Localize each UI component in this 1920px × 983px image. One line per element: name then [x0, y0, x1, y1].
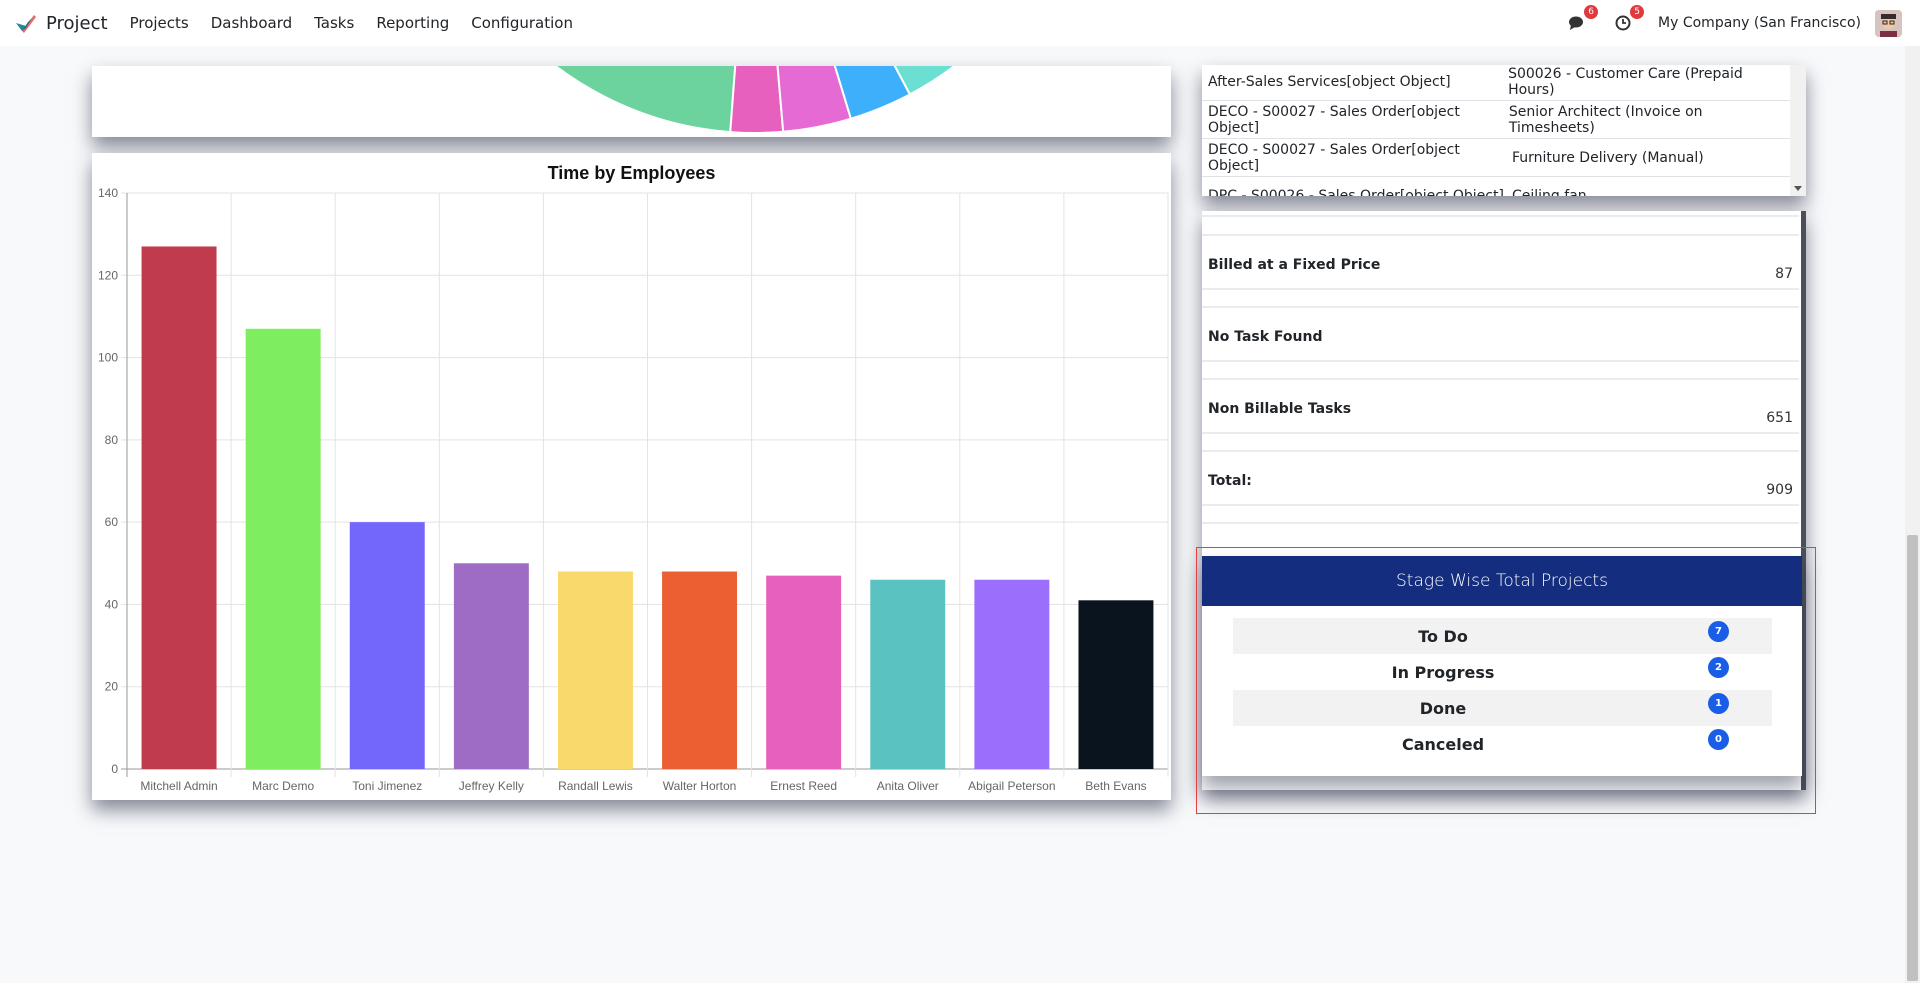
x-tick-label: Randall Lewis	[558, 779, 633, 793]
bar-chart: 0 20 40 60 80 100 120 140 Mitchell Admin Marc Dem…	[98, 186, 1169, 793]
bar[interactable]	[245, 328, 321, 769]
summary-label: No Task Found	[1208, 329, 1323, 345]
top-navbar: Project Projects Dashboard Tasks Reporti…	[0, 0, 1920, 46]
stage-row[interactable]: Canceled 0	[1233, 726, 1772, 762]
table-row[interactable]: DECO - S00027 - Sales Order[object Objec…	[1202, 101, 1790, 139]
page-scrollbar[interactable]	[1905, 46, 1920, 983]
y-tick-label: 20	[105, 680, 119, 694]
stage-count-badge: 2	[1708, 657, 1729, 678]
summary-label: Total:	[1208, 473, 1252, 489]
bar[interactable]	[766, 575, 842, 769]
bar[interactable]	[453, 563, 529, 769]
x-tick-label: Ernest Reed	[770, 779, 837, 793]
stage-card-header: Stage Wise Total Projects	[1202, 556, 1802, 606]
stage-row[interactable]: Done 1	[1233, 690, 1772, 726]
scroll-down-arrow-icon	[1794, 186, 1802, 191]
project-app-icon	[16, 15, 36, 33]
stage-count-badge: 1	[1708, 693, 1729, 714]
menu-tasks[interactable]: Tasks	[314, 14, 355, 32]
x-tick-label: Anita Oliver	[877, 779, 939, 793]
clock-icon	[1615, 15, 1631, 31]
summary-value: 909	[1766, 482, 1793, 498]
bar[interactable]	[974, 579, 1050, 769]
y-tick-label: 140	[98, 186, 118, 200]
stage-row[interactable]: To Do 7	[1233, 618, 1772, 654]
stage-count-badge: 7	[1708, 621, 1729, 642]
bar[interactable]	[557, 571, 633, 769]
page-scrollbar-thumb[interactable]	[1907, 535, 1918, 981]
bar[interactable]	[1078, 600, 1154, 769]
activities-badge: 5	[1630, 5, 1645, 19]
table-row[interactable]: DECO - S00027 - Sales Order[object Objec…	[1202, 139, 1790, 177]
messages-button[interactable]: 6	[1566, 5, 1599, 34]
pie-chart-card	[92, 66, 1171, 137]
x-tick-label: Beth Evans	[1085, 779, 1146, 793]
menu-configuration[interactable]: Configuration	[471, 14, 573, 32]
stage-name: Done	[1419, 698, 1467, 718]
pie-slice[interactable]	[755, 66, 1008, 96]
bar[interactable]	[662, 571, 738, 769]
summary-label: Non Billable Tasks	[1208, 401, 1352, 417]
y-tick-label: 100	[98, 351, 118, 365]
x-tick-label: Jeffrey Kelly	[459, 779, 524, 793]
app-name: Project	[46, 12, 108, 34]
stage-name: To Do	[1418, 626, 1468, 646]
x-tick-label: Abigail Peterson	[968, 779, 1055, 793]
table-scrollbar[interactable]	[1790, 65, 1806, 196]
pie-slice[interactable]	[729, 66, 785, 134]
bar[interactable]	[141, 246, 217, 769]
table-row[interactable]: After-Sales Services[object Object] S0002…	[1202, 65, 1790, 101]
menu-reporting[interactable]: Reporting	[376, 14, 450, 32]
stage-row[interactable]: In Progress 2	[1233, 654, 1772, 690]
y-tick-label: 40	[105, 597, 119, 611]
y-tick-label: 0	[111, 762, 118, 776]
bar[interactable]	[870, 579, 946, 769]
menu-projects[interactable]: Projects	[129, 14, 189, 32]
table-row[interactable]: DPC - S00026 - Sales Order[object Object…	[1202, 177, 1790, 197]
stage-wise-projects-card: Stage Wise Total Projects To Do 7 In Pro…	[1202, 556, 1802, 776]
project-cell: DECO - S00027 - Sales Order[object Objec…	[1208, 103, 1460, 136]
summary-value: 651	[1766, 410, 1793, 426]
sale-order-table: After-Sales Services[object Object] S0002…	[1202, 65, 1806, 196]
time-by-employees-card: Time by Employees 0 20 40 60 80 100 120 140 Mitc…	[92, 153, 1171, 800]
pie-chart	[502, 66, 1008, 134]
menu-dashboard[interactable]: Dashboard	[210, 14, 293, 32]
sale-line-cell: S00026 - Customer Care (Prepaid Hours)	[1508, 65, 1743, 98]
sale-line-cell: Senior Architect (Invoice on Timesheets)	[1508, 103, 1703, 136]
summary-value: 87	[1775, 266, 1793, 282]
y-tick-label: 80	[105, 433, 119, 447]
sale-line-cell: Furniture Delivery (Manual)	[1512, 149, 1704, 166]
project-cell: DPC - S00026 - Sales Order[object Object…	[1208, 187, 1504, 197]
chart-title: Time by Employees	[547, 163, 716, 183]
summary-label: Billed at a Fixed Price	[1208, 257, 1381, 273]
y-tick-label: 60	[105, 515, 119, 529]
user-avatar[interactable]	[1875, 9, 1902, 37]
project-cell: After-Sales Services[object Object]	[1208, 73, 1451, 90]
x-tick-label: Marc Demo	[252, 779, 314, 793]
stage-count-badge: 0	[1708, 729, 1729, 750]
x-tick-label: Mitchell Admin	[140, 779, 217, 793]
company-switcher[interactable]: My Company (San Francisco)	[1658, 15, 1861, 31]
app-brand[interactable]: Project	[14, 12, 108, 34]
sale-line-cell: Ceiling fan	[1512, 187, 1587, 197]
chat-icon	[1569, 16, 1584, 30]
project-cell: DECO - S00027 - Sales Order[object Objec…	[1208, 141, 1460, 174]
activities-button[interactable]: 5	[1612, 5, 1645, 34]
x-tick-label: Toni Jimenez	[352, 779, 422, 793]
stage-name: In Progress	[1391, 662, 1495, 682]
y-tick-label: 120	[98, 268, 118, 282]
bar[interactable]	[349, 522, 425, 769]
messages-badge: 6	[1584, 5, 1599, 19]
x-tick-label: Walter Horton	[663, 779, 737, 793]
stage-name: Canceled	[1401, 734, 1485, 754]
pie-slice[interactable]	[502, 66, 755, 134]
